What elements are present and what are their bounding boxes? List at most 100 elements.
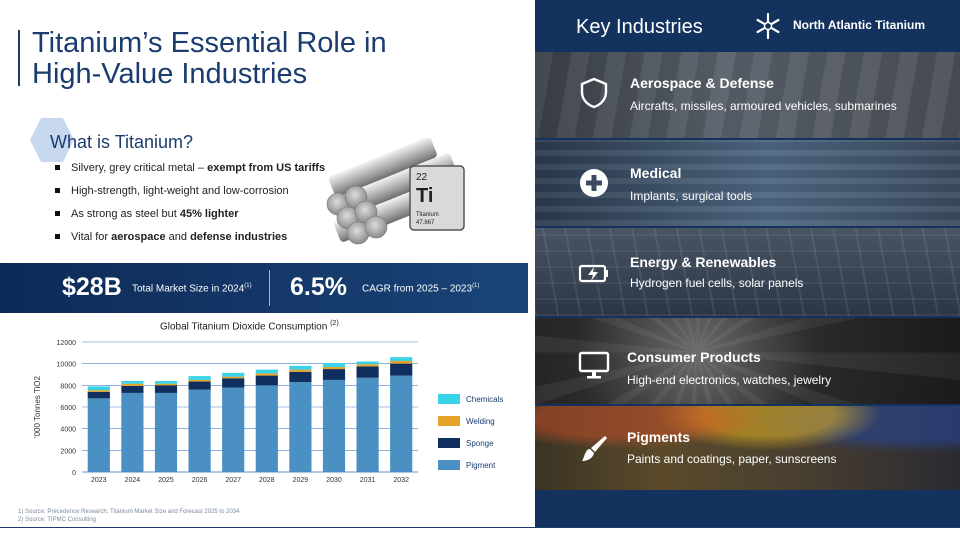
snowflake-logo-icon [756,12,780,40]
cagr-value: 6.5% [290,273,347,301]
x-tick-label: 2031 [360,477,376,484]
bar-sponge-2032 [390,363,413,376]
industry-medical: Medical Implants, surgical tools [535,140,960,226]
legend-label-chemicals: Chemicals [466,395,503,404]
shield-icon [580,77,608,109]
y-tick-label: 4000 [60,427,76,434]
bar-sponge-2030 [322,369,346,380]
industry-title: Energy & Renewables [630,254,777,270]
bar-sponge-2031 [356,366,379,378]
industry-title: Aerospace & Defense [630,75,774,91]
bar-welding-2026 [188,379,211,382]
x-tick-label: 2024 [125,477,141,484]
industry-title: Medical [630,165,682,181]
bar-sponge-2025 [154,385,178,393]
bar-welding-2028 [255,373,278,376]
bar-pigment-2027 [222,387,245,472]
bar-sponge-2024 [121,385,144,393]
industry-consumer: Consumer Products High-end electronics, … [535,318,960,404]
bar-chemicals-2027 [222,372,245,377]
tio2-consumption-chart: 0 2000 4000 6000 8000 10000 12000 '000 Tonnes T… [33,340,503,484]
industry-description: Implants, surgical tools [630,189,753,203]
y-tick-label: 2000 [60,448,76,455]
x-tick-label: 2030 [326,477,342,484]
bar-chemicals-2032 [390,357,413,361]
titanium-facts-list: Silvery, grey critical metal – exempt fr… [55,160,325,252]
x-tick-label: 2028 [259,477,275,484]
brand-name: North Atlantic Titanium [793,18,925,32]
periodic-tile-symbol: Ti [416,185,433,207]
industry-description: Hydrogen fuel cells, solar panels [630,276,804,290]
bar-chemicals-2024 [121,381,144,384]
bar-pigment-2028 [255,385,278,472]
bar-sponge-2028 [255,375,278,386]
legend-label-welding: Welding [466,417,495,426]
x-tick-label: 2025 [158,477,174,484]
bar-pigment-2031 [356,377,379,472]
x-tick-label: 2026 [192,477,208,484]
legend-label-pigment: Pigment [466,461,496,470]
market-size-value: $28B [62,273,122,301]
bar-welding-2024 [121,383,144,386]
footnotes: 1) Source: Precedence Research; Titanium… [18,508,239,524]
footnote-2: 2) Source: TIPMC Consulting [18,517,96,523]
industry-description: Aircrafts, missiles, armoured vehicles, … [630,99,897,113]
industry-energy: Energy & Renewables Hydrogen fuel cells,… [535,228,960,316]
bar-pigment-2026 [188,389,211,472]
titanium-bars-image: 22 Ti Titanium 47.867 [326,138,465,245]
left-content: Titanium’s Essential Role in High-Value … [0,27,528,524]
bar-welding-2023 [87,390,110,392]
chart-title: Global Titanium Dioxide Consumption (2) [160,320,339,333]
bar-chemicals-2030 [322,363,346,367]
bar-welding-2030 [322,366,346,370]
y-axis-label: '000 Tonnes TiO2 [33,376,42,438]
bar-sponge-2027 [222,378,245,388]
key-industries-title: Key Industries [576,16,703,38]
bar-sponge-2026 [188,381,211,390]
x-tick-label: 2032 [393,477,409,484]
legend-label-sponge: Sponge [466,439,494,448]
periodic-tile-name: Titanium [416,212,439,218]
key-industries-header: Key Industries North Atlantic Titanium [535,0,960,52]
bar-chemicals-2026 [188,376,211,380]
bar-pigment-2032 [390,375,413,472]
bar-sponge-2023 [87,391,110,399]
bar-chemicals-2025 [154,381,178,384]
medical-cross-icon [580,169,608,197]
periodic-tile-number: 22 [416,172,428,183]
y-tick-label: 6000 [60,405,76,412]
bar-welding-2032 [390,360,413,364]
y-tick-label: 8000 [60,383,76,390]
industry-title: Pigments [627,429,691,445]
title-accent-bar [18,30,20,86]
slide-title-line-1: Titanium’s Essential Role in [32,27,387,59]
x-tick-label: 2029 [293,477,309,484]
what-is-titanium-heading: What is Titanium? [50,132,194,152]
list-item: High-strength, light-weight and low-corr… [55,183,325,206]
legend-swatch-welding [438,416,460,426]
y-tick-label: 0 [72,470,76,477]
list-item: Vital for aerospace and defense industri… [55,229,325,252]
monitor-icon [578,351,610,379]
bar-welding-2025 [154,383,178,386]
industry-aerospace: Aerospace & Defense Aircrafts, missiles,… [535,52,960,138]
panel-footer [535,490,960,527]
stats-divider [269,270,270,306]
key-industries-panel: Key Industries North Atlantic Titanium A… [535,0,960,527]
footnote-1: 1) Source: Precedence Research; Titanium… [18,509,240,515]
periodic-tile-titanium: 22 Ti Titanium 47.867 [409,165,465,231]
y-tick-label: 12000 [57,340,77,347]
legend-swatch-sponge [438,438,460,448]
bar-chemicals-2029 [289,365,312,370]
legend-swatch-chemicals [438,394,460,404]
list-item: As strong as steel but 45% lighter [55,206,325,229]
bar-pigment-2024 [121,392,144,472]
bar-chemicals-2023 [87,386,110,391]
legend-swatch-pigment [438,460,460,470]
bottom-rule [0,527,960,528]
bar-pigment-2029 [289,382,312,472]
bar-welding-2027 [222,376,245,379]
battery-charge-icon [578,264,608,283]
bar-pigment-2023 [87,398,110,472]
slide-title-line-2: High-Value Industries [32,58,308,90]
